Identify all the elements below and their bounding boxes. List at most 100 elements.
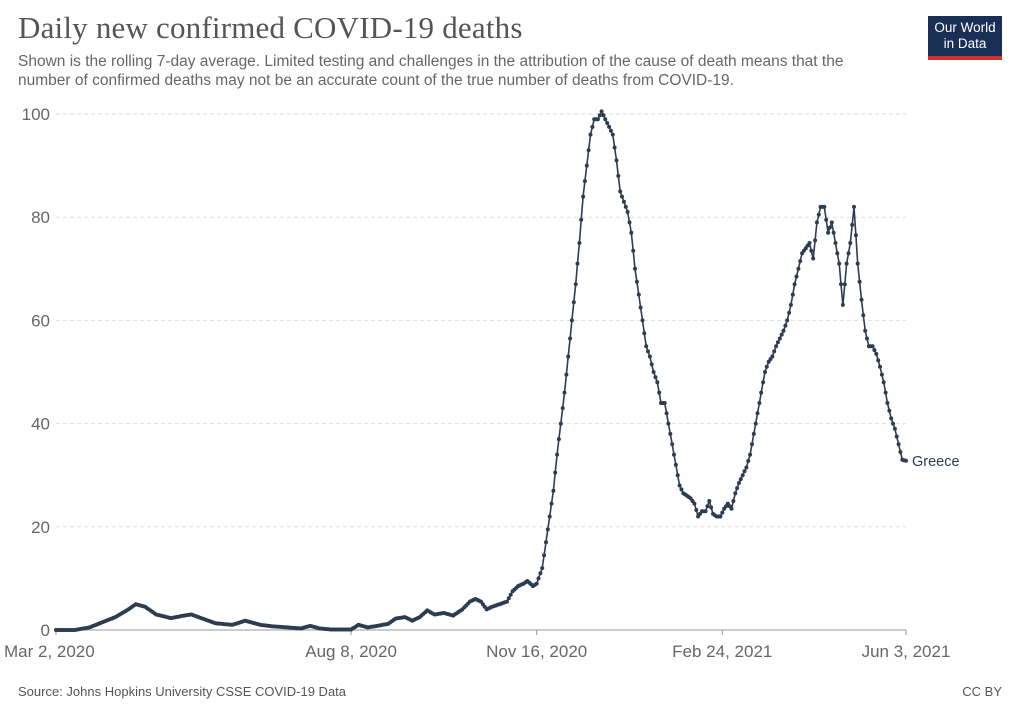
data-point[interactable]	[703, 509, 708, 514]
data-point[interactable]	[597, 113, 602, 118]
data-point[interactable]	[837, 261, 842, 266]
data-point[interactable]	[623, 204, 628, 209]
owid-logo[interactable]: Our World in Data	[928, 16, 1002, 60]
data-point[interactable]	[582, 179, 587, 184]
data-point[interactable]	[542, 553, 547, 558]
data-point[interactable]	[636, 292, 641, 297]
data-point[interactable]	[692, 501, 697, 506]
data-point[interactable]	[629, 230, 634, 235]
data-point[interactable]	[764, 364, 769, 369]
data-point[interactable]	[811, 256, 816, 261]
data-point[interactable]	[844, 261, 849, 266]
data-point[interactable]	[555, 452, 560, 457]
data-point[interactable]	[638, 305, 643, 310]
data-point[interactable]	[571, 300, 576, 305]
data-point[interactable]	[664, 411, 669, 416]
data-point[interactable]	[746, 459, 751, 463]
data-point[interactable]	[733, 491, 738, 496]
data-point[interactable]	[759, 390, 764, 395]
data-point[interactable]	[887, 408, 892, 413]
data-point[interactable]	[859, 297, 864, 302]
data-point[interactable]	[651, 370, 656, 374]
data-point[interactable]	[614, 158, 619, 163]
data-point[interactable]	[608, 128, 613, 133]
data-point[interactable]	[536, 576, 541, 581]
data-point[interactable]	[506, 596, 511, 601]
data-point[interactable]	[729, 506, 734, 511]
data-point[interactable]	[573, 282, 578, 287]
data-point[interactable]	[872, 348, 877, 353]
data-point[interactable]	[653, 375, 658, 380]
data-point[interactable]	[709, 505, 714, 510]
data-point[interactable]	[861, 313, 866, 318]
data-point[interactable]	[879, 372, 884, 377]
data-point[interactable]	[588, 132, 593, 137]
data-point[interactable]	[824, 217, 829, 222]
data-point[interactable]	[846, 251, 851, 256]
data-point[interactable]	[826, 230, 831, 235]
data-point[interactable]	[627, 220, 632, 225]
data-point[interactable]	[876, 358, 881, 363]
data-point[interactable]	[625, 210, 630, 214]
data-point[interactable]	[579, 217, 584, 222]
license-link[interactable]: CC BY	[962, 684, 1002, 699]
data-point[interactable]	[813, 238, 818, 243]
data-point[interactable]	[556, 437, 561, 442]
data-point[interactable]	[568, 336, 573, 341]
data-point[interactable]	[564, 372, 569, 377]
data-point[interactable]	[892, 426, 897, 431]
data-point[interactable]	[670, 442, 675, 447]
data-point[interactable]	[878, 364, 882, 369]
data-point[interactable]	[562, 390, 567, 395]
data-point[interactable]	[646, 349, 650, 354]
data-point[interactable]	[694, 508, 699, 512]
data-point[interactable]	[891, 421, 895, 426]
data-point[interactable]	[761, 380, 766, 385]
data-point[interactable]	[505, 599, 509, 604]
data-point[interactable]	[772, 349, 777, 354]
data-point[interactable]	[737, 480, 741, 485]
data-point[interactable]	[560, 406, 565, 411]
data-point[interactable]	[842, 282, 847, 287]
data-point[interactable]	[770, 354, 775, 359]
data-point[interactable]	[885, 401, 890, 405]
data-point[interactable]	[798, 259, 803, 264]
series-line-greece[interactable]	[56, 110, 907, 631]
data-point[interactable]	[898, 450, 903, 454]
data-point[interactable]	[796, 266, 801, 271]
data-point[interactable]	[809, 248, 814, 253]
data-point[interactable]	[634, 279, 639, 284]
data-point[interactable]	[672, 452, 676, 457]
data-point[interactable]	[829, 220, 834, 225]
data-point[interactable]	[774, 344, 779, 349]
data-point[interactable]	[788, 302, 793, 307]
data-point[interactable]	[647, 354, 652, 359]
data-point[interactable]	[783, 323, 788, 328]
data-point[interactable]	[655, 380, 660, 385]
data-point[interactable]	[618, 189, 623, 194]
data-point[interactable]	[763, 370, 767, 374]
data-point[interactable]	[735, 486, 740, 491]
data-point[interactable]	[807, 241, 812, 245]
data-point[interactable]	[865, 336, 869, 341]
data-point[interactable]	[605, 121, 610, 125]
data-point[interactable]	[508, 592, 513, 597]
data-point[interactable]	[777, 336, 782, 341]
data-point[interactable]	[584, 163, 589, 168]
data-point[interactable]	[835, 251, 840, 256]
data-point[interactable]	[566, 354, 571, 359]
data-point[interactable]	[853, 233, 858, 238]
data-point[interactable]	[631, 248, 636, 253]
data-point[interactable]	[603, 117, 608, 122]
data-point[interactable]	[848, 241, 853, 245]
data-point[interactable]	[707, 499, 712, 503]
data-point[interactable]	[553, 470, 558, 475]
data-point[interactable]	[581, 194, 586, 199]
data-point[interactable]	[657, 390, 662, 395]
data-point[interactable]	[595, 117, 600, 122]
data-point[interactable]	[642, 331, 647, 336]
data-point[interactable]	[673, 462, 678, 467]
data-point[interactable]	[640, 318, 645, 323]
data-point[interactable]	[540, 566, 545, 571]
data-point[interactable]	[662, 401, 667, 405]
